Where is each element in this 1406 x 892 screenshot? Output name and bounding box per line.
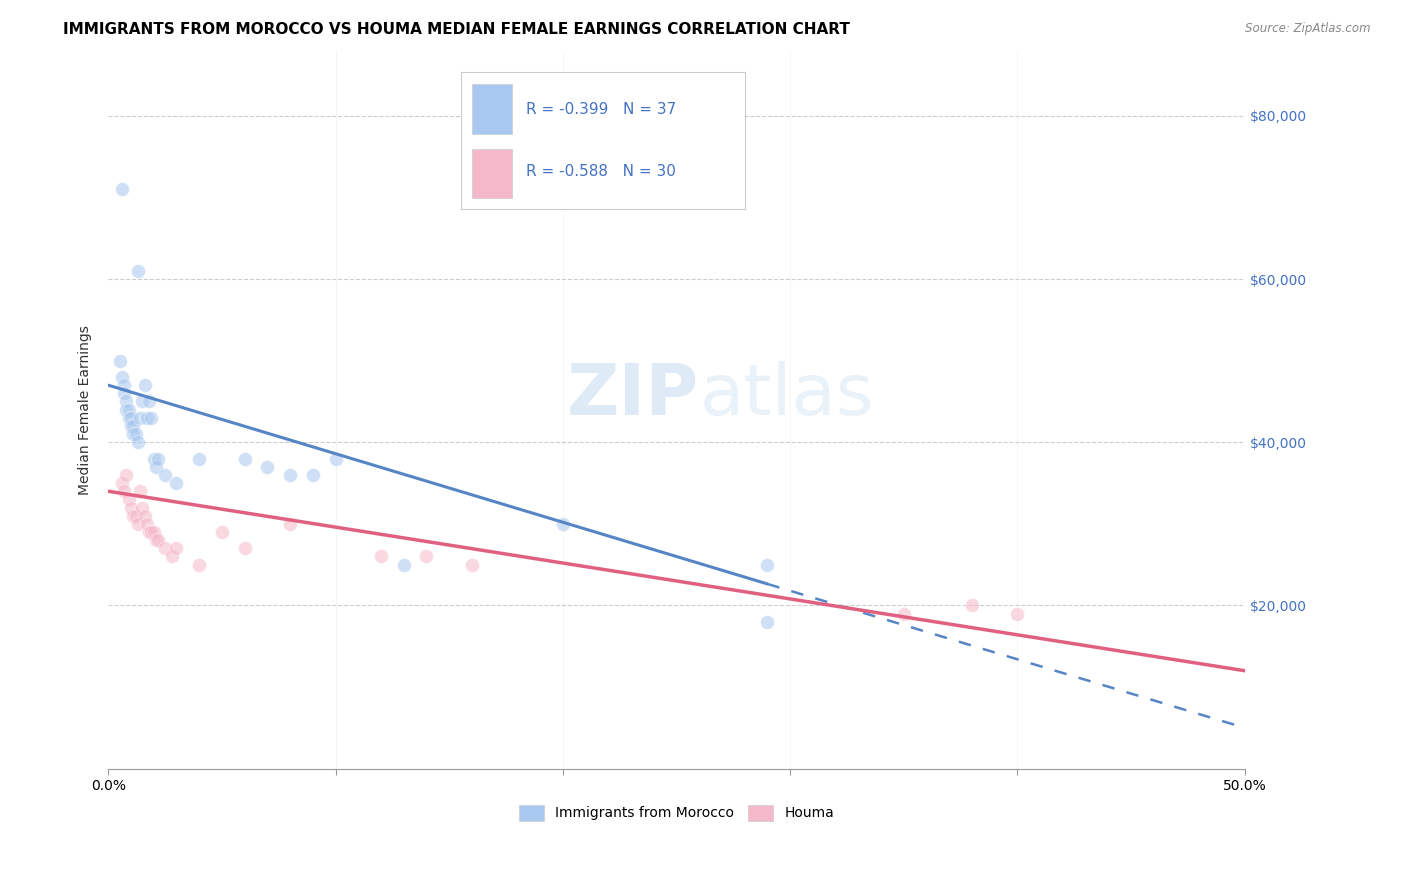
Point bbox=[112, 484, 135, 499]
Point bbox=[415, 549, 437, 564]
Point bbox=[141, 410, 163, 425]
Point bbox=[278, 516, 301, 531]
Point bbox=[138, 524, 160, 539]
Point bbox=[118, 402, 141, 417]
Point bbox=[165, 541, 187, 556]
Point bbox=[127, 435, 149, 450]
Point bbox=[111, 370, 134, 384]
Point bbox=[111, 182, 134, 196]
Point bbox=[153, 541, 176, 556]
Point bbox=[129, 484, 152, 499]
Point bbox=[115, 402, 138, 417]
Text: atlas: atlas bbox=[699, 360, 873, 430]
Point bbox=[118, 492, 141, 507]
Point bbox=[960, 599, 983, 613]
Point bbox=[129, 410, 152, 425]
Point bbox=[118, 410, 141, 425]
Point bbox=[131, 500, 153, 515]
Point bbox=[112, 386, 135, 401]
Point bbox=[120, 500, 142, 515]
Point bbox=[160, 549, 183, 564]
Point bbox=[120, 410, 142, 425]
Point bbox=[131, 394, 153, 409]
Point bbox=[122, 427, 145, 442]
Point bbox=[461, 558, 484, 572]
Point bbox=[301, 467, 323, 482]
Point bbox=[188, 558, 211, 572]
Point bbox=[233, 451, 256, 466]
Point bbox=[893, 607, 915, 621]
Point bbox=[145, 459, 167, 474]
Point bbox=[135, 516, 157, 531]
Point bbox=[148, 533, 170, 548]
Point bbox=[122, 508, 145, 523]
Point bbox=[120, 419, 142, 434]
Point bbox=[142, 451, 165, 466]
Legend: Immigrants from Morocco, Houma: Immigrants from Morocco, Houma bbox=[513, 799, 839, 826]
Point bbox=[233, 541, 256, 556]
Text: ZIP: ZIP bbox=[567, 360, 699, 430]
Point bbox=[127, 516, 149, 531]
Point bbox=[112, 378, 135, 392]
Text: Source: ZipAtlas.com: Source: ZipAtlas.com bbox=[1246, 22, 1371, 36]
Point bbox=[1007, 607, 1029, 621]
Point bbox=[138, 394, 160, 409]
Point bbox=[124, 508, 146, 523]
Point bbox=[756, 615, 779, 629]
Point bbox=[111, 476, 134, 491]
Point bbox=[122, 419, 145, 434]
Point bbox=[153, 467, 176, 482]
Point bbox=[124, 427, 146, 442]
Point bbox=[188, 451, 211, 466]
Point bbox=[165, 476, 187, 491]
Point bbox=[115, 467, 138, 482]
Point bbox=[145, 533, 167, 548]
Point bbox=[127, 264, 149, 278]
Point bbox=[134, 508, 156, 523]
Point bbox=[392, 558, 415, 572]
Text: IMMIGRANTS FROM MOROCCO VS HOUMA MEDIAN FEMALE EARNINGS CORRELATION CHART: IMMIGRANTS FROM MOROCCO VS HOUMA MEDIAN … bbox=[63, 22, 851, 37]
Point bbox=[141, 524, 163, 539]
Point bbox=[108, 353, 131, 368]
Point bbox=[370, 549, 392, 564]
Point bbox=[325, 451, 347, 466]
Point bbox=[256, 459, 278, 474]
Point bbox=[551, 516, 574, 531]
Y-axis label: Median Female Earnings: Median Female Earnings bbox=[79, 325, 93, 494]
Point bbox=[115, 394, 138, 409]
Point bbox=[278, 467, 301, 482]
Point bbox=[148, 451, 170, 466]
Point bbox=[211, 524, 233, 539]
Point bbox=[135, 410, 157, 425]
Point bbox=[134, 378, 156, 392]
Point bbox=[756, 558, 779, 572]
Point bbox=[142, 524, 165, 539]
